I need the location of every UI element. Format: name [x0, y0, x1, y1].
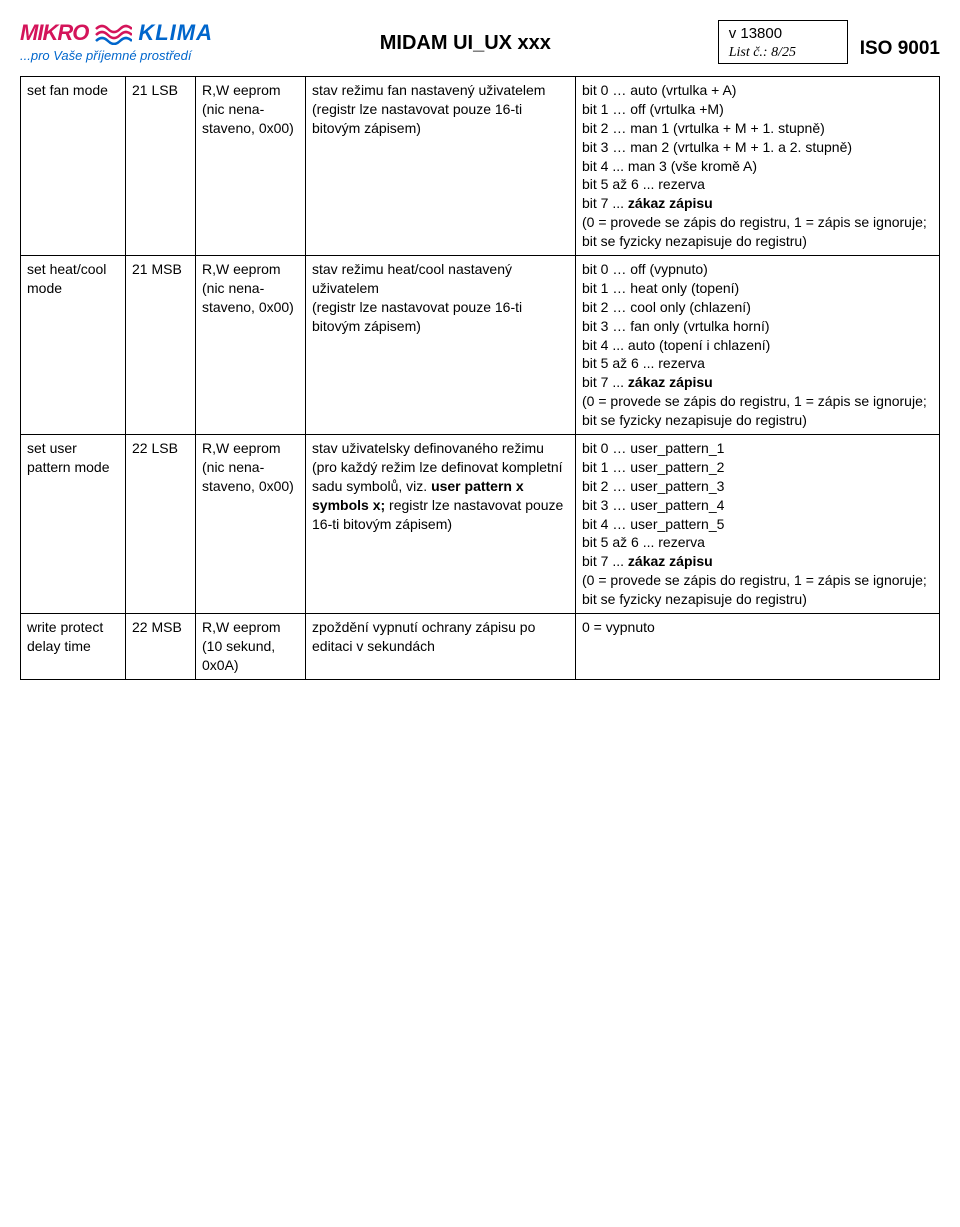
- page-header: MIKRO KLIMA ...pro Vaše příjemné prostře…: [20, 20, 940, 64]
- table-row: write protect delay time22 MSBR,W eeprom…: [21, 614, 940, 680]
- logo-text-left: MIKRO: [20, 20, 88, 46]
- list-number: List č.: 8/25: [729, 45, 837, 61]
- cell-addr: 21 LSB: [126, 77, 196, 256]
- cell-addr: 22 LSB: [126, 435, 196, 614]
- cell-bits: bit 0 … off (vypnuto)bit 1 … heat only (…: [576, 256, 940, 435]
- tagline: ...pro Vaše příjemné prostředí: [20, 48, 213, 63]
- version-text: v 13800: [729, 25, 837, 42]
- cell-bits: 0 = vypnuto: [576, 614, 940, 680]
- register-table: set fan mode21 LSBR,W eeprom (nic nena-s…: [20, 76, 940, 680]
- cell-bits: bit 0 … auto (vrtulka + A)bit 1 … off (v…: [576, 77, 940, 256]
- logo-text-right: KLIMA: [138, 20, 213, 46]
- wave-icon: [94, 21, 132, 45]
- cell-access: R,W eeprom (nic nena-staveno, 0x00): [196, 435, 306, 614]
- cell-name: write protect delay time: [21, 614, 126, 680]
- cell-access: R,W eeprom (nic nena-staveno, 0x00): [196, 256, 306, 435]
- page-title: MIDAM UI_UX xxx: [380, 32, 551, 55]
- table-row: set heat/cool mode21 MSBR,W eeprom (nic …: [21, 256, 940, 435]
- logo-block: MIKRO KLIMA ...pro Vaše příjemné prostře…: [20, 20, 213, 63]
- version-box: v 13800 List č.: 8/25: [718, 20, 848, 64]
- cell-desc: zpoždění vypnutí ochrany zápisu po edita…: [306, 614, 576, 680]
- cell-desc: stav režimu fan nastavený uživatelem(reg…: [306, 77, 576, 256]
- cell-bits: bit 0 … user_pattern_1bit 1 … user_patte…: [576, 435, 940, 614]
- header-right: v 13800 List č.: 8/25 ISO 9001: [718, 20, 940, 64]
- iso-label: ISO 9001: [860, 38, 940, 60]
- cell-name: set fan mode: [21, 77, 126, 256]
- table-row: set user pattern mode22 LSBR,W eeprom (n…: [21, 435, 940, 614]
- cell-name: set user pattern mode: [21, 435, 126, 614]
- cell-addr: 21 MSB: [126, 256, 196, 435]
- cell-access: R,W eeprom (nic nena-staveno, 0x00): [196, 77, 306, 256]
- cell-name: set heat/cool mode: [21, 256, 126, 435]
- cell-desc: stav uživatelsky definovaného režimu (pr…: [306, 435, 576, 614]
- table-row: set fan mode21 LSBR,W eeprom (nic nena-s…: [21, 77, 940, 256]
- cell-addr: 22 MSB: [126, 614, 196, 680]
- logo: MIKRO KLIMA: [20, 20, 213, 46]
- cell-desc: stav režimu heat/cool nastavený uživatel…: [306, 256, 576, 435]
- cell-access: R,W eeprom (10 sekund, 0x0A): [196, 614, 306, 680]
